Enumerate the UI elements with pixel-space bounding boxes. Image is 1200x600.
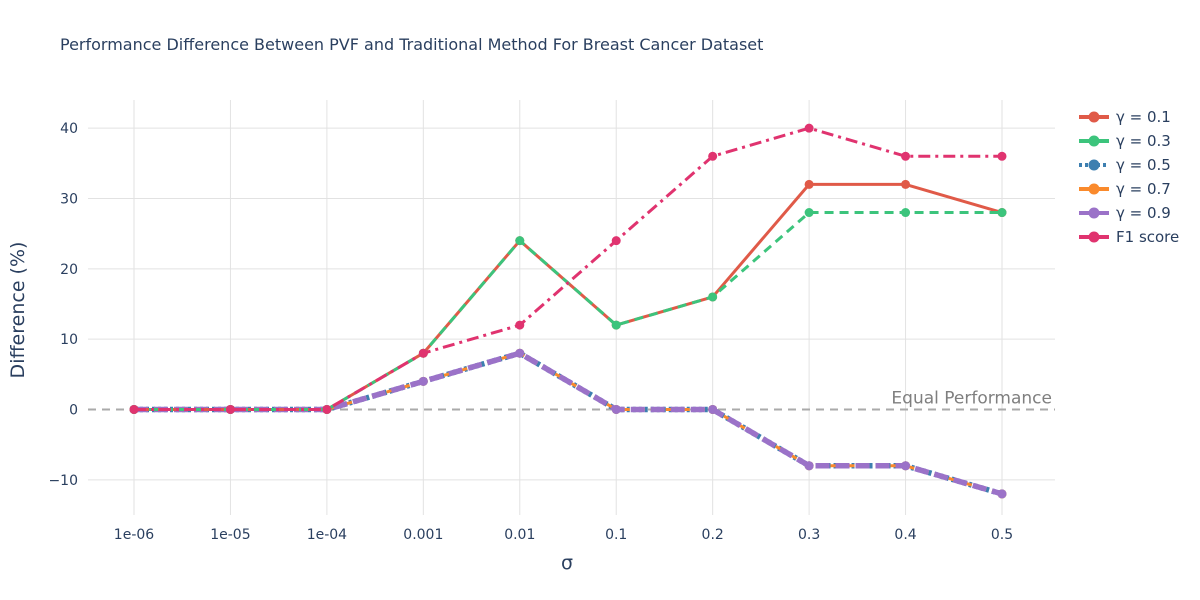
data-point xyxy=(997,489,1007,499)
data-point xyxy=(804,123,814,133)
data-point xyxy=(418,348,428,358)
legend-swatch-marker xyxy=(1088,183,1100,195)
series-group xyxy=(129,123,1007,499)
data-point xyxy=(804,461,814,471)
y-axis-title: Difference (%) xyxy=(7,242,29,379)
x-tick-label: 0.2 xyxy=(702,527,724,543)
legend-item[interactable]: γ = 0.3 xyxy=(1079,132,1171,150)
series-3 xyxy=(129,348,1007,499)
y-tick-label: 40 xyxy=(60,121,78,137)
y-tick-label: −10 xyxy=(48,473,78,489)
data-point xyxy=(804,208,814,218)
data-point xyxy=(611,236,621,246)
legend-label: F1 score xyxy=(1116,228,1179,246)
data-point xyxy=(611,320,621,330)
x-axis-title: σ xyxy=(561,552,573,574)
legend-label: γ = 0.3 xyxy=(1116,132,1171,150)
data-point xyxy=(708,151,718,161)
legend-swatch-marker xyxy=(1088,231,1100,243)
legend-item[interactable]: F1 score xyxy=(1079,228,1179,246)
equal-performance-label: Equal Performance xyxy=(891,388,1052,408)
legend[interactable]: γ = 0.1 γ = 0.3 γ = 0.5 γ = 0.7 γ = 0.9 F1 sc… xyxy=(1079,108,1179,246)
y-tick-label: 10 xyxy=(60,332,78,348)
data-point xyxy=(611,404,621,414)
series-line xyxy=(134,351,1003,496)
grid xyxy=(88,100,1055,515)
legend-label: γ = 0.1 xyxy=(1116,108,1171,126)
series-6 xyxy=(129,123,1007,414)
data-point xyxy=(418,376,428,386)
legend-label: γ = 0.7 xyxy=(1116,180,1171,198)
series-line xyxy=(134,126,1002,411)
data-point xyxy=(515,320,525,330)
legend-item[interactable]: γ = 0.5 xyxy=(1079,156,1171,174)
x-tick-label: 1e-05 xyxy=(210,527,250,543)
data-point xyxy=(901,151,911,161)
data-point xyxy=(129,404,139,414)
chart-title: Performance Difference Between PVF and T… xyxy=(60,35,763,54)
legend-item[interactable]: γ = 0.9 xyxy=(1079,204,1171,222)
series-line xyxy=(134,350,1003,497)
legend-label: γ = 0.9 xyxy=(1116,204,1171,222)
series-5 xyxy=(129,348,1007,499)
series-4 xyxy=(129,348,1007,499)
x-tick-label: 0.01 xyxy=(504,527,535,543)
x-tick-label: 1e-06 xyxy=(114,527,154,543)
data-point xyxy=(901,461,911,471)
legend-swatch-marker xyxy=(1088,207,1100,219)
data-point xyxy=(708,404,718,414)
data-point xyxy=(997,208,1007,218)
data-point xyxy=(901,208,911,218)
x-tick-label: 0.001 xyxy=(403,527,443,543)
y-tick-label: 30 xyxy=(60,191,78,207)
legend-swatch-marker xyxy=(1088,159,1100,171)
x-tick-label: 0.5 xyxy=(991,527,1013,543)
data-point xyxy=(515,236,525,246)
data-point xyxy=(225,404,235,414)
series-line xyxy=(134,182,1003,411)
legend-item[interactable]: γ = 0.7 xyxy=(1079,180,1171,198)
data-point xyxy=(708,292,718,302)
x-tick-label: 0.1 xyxy=(605,527,627,543)
data-point xyxy=(322,404,332,414)
x-tick-label: 0.3 xyxy=(798,527,820,543)
data-point xyxy=(515,348,525,358)
legend-swatch-marker xyxy=(1088,135,1100,147)
tick-labels: 1e-06 1e-05 1e-04 0.001 0.01 0.1 0.2 0.3 0.4 0.5 −… xyxy=(48,121,1013,543)
y-tick-label: 0 xyxy=(69,402,78,418)
y-tick-label: 20 xyxy=(60,262,78,278)
x-tick-label: 1e-04 xyxy=(307,527,347,543)
data-point xyxy=(804,179,814,189)
series-line xyxy=(134,350,1003,497)
data-point xyxy=(901,179,911,189)
legend-swatch-marker xyxy=(1088,111,1100,123)
legend-label: γ = 0.5 xyxy=(1116,156,1171,174)
x-tick-label: 0.4 xyxy=(894,527,916,543)
legend-item[interactable]: γ = 0.1 xyxy=(1079,108,1171,126)
data-point xyxy=(997,151,1007,161)
